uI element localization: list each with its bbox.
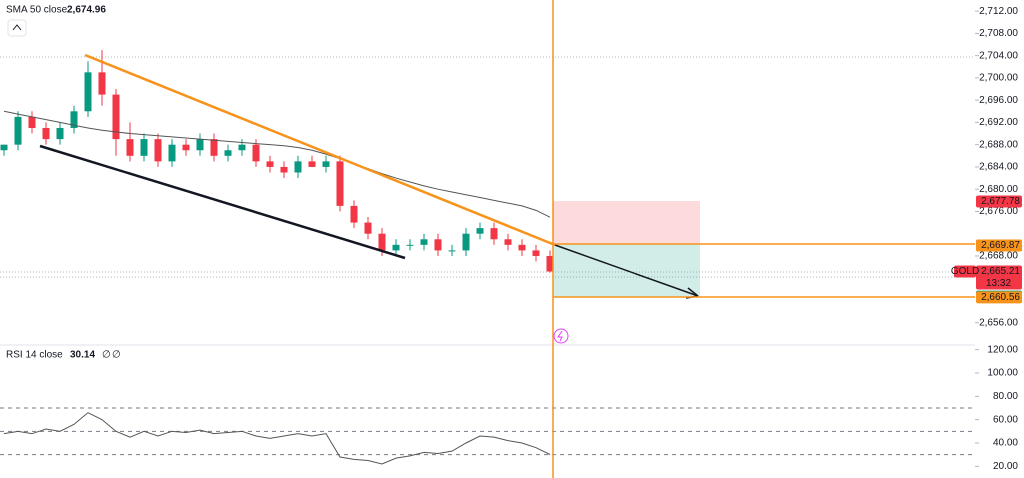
- y-tick-label: 2,708.00: [979, 28, 1018, 39]
- candle-body: [420, 239, 428, 245]
- y-tick-label: 2,696.00: [979, 95, 1018, 106]
- y-tick-label: 80.00: [993, 391, 1018, 402]
- candle-body: [434, 239, 442, 251]
- y-tick-label: 100.00: [987, 368, 1018, 379]
- sma-line: [3, 110, 551, 218]
- y-tick-label: 2,704.00: [979, 50, 1018, 61]
- y-tick-label: 2,700.00: [979, 73, 1018, 84]
- price-badge-timer: 13:32: [986, 278, 1011, 289]
- candle-body: [280, 166, 288, 173]
- price-badge-label: 2,677.78: [981, 196, 1020, 207]
- candle-body: [168, 144, 176, 162]
- collapse-icon: [12, 24, 22, 31]
- candle-body: [378, 233, 386, 251]
- y-tick-label: 2,668.00: [979, 251, 1018, 262]
- candle-body: [266, 161, 274, 167]
- candle-body: [392, 244, 400, 251]
- candle-body: [476, 228, 484, 234]
- event-icon[interactable]: [553, 328, 569, 344]
- y-tick-label: 60.00: [993, 414, 1018, 425]
- price-badge-label: 2,660.56: [981, 292, 1020, 303]
- y-tick-label: 2,692.00: [979, 117, 1018, 128]
- candle-body: [490, 228, 498, 240]
- collapse-button[interactable]: [7, 19, 27, 37]
- y-tick-label: 2,680.00: [979, 184, 1018, 195]
- candle-body: [28, 116, 36, 128]
- legend-title: RSI 14 close: [6, 350, 63, 361]
- candle-body: [42, 127, 50, 140]
- candle-body: [140, 139, 148, 156]
- candle-body: [504, 239, 512, 245]
- y-tick-label: 2,684.00: [979, 162, 1018, 173]
- legend-extra: ∅: [102, 350, 111, 361]
- candle-body: [196, 139, 204, 151]
- trendline: [39, 144, 406, 260]
- legend-extra: ∅: [112, 350, 121, 361]
- candle-body: [406, 244, 414, 246]
- price-badge-label: 2,669.87: [981, 240, 1020, 251]
- candle-body: [56, 127, 64, 140]
- candle-body: [126, 139, 134, 156]
- candle-body: [308, 161, 316, 167]
- candle-body: [238, 144, 246, 151]
- legend-value: 2,674.96: [67, 5, 106, 16]
- candle-body: [252, 144, 260, 162]
- y-tick-label: 2,712.00: [979, 6, 1018, 17]
- candle-body: [350, 205, 358, 223]
- candle-body: [532, 250, 540, 256]
- candle-body: [154, 139, 162, 162]
- price-badge-label: 2,665.21: [981, 266, 1020, 277]
- legend-value: 30.14: [70, 350, 95, 361]
- price-badge: [976, 265, 1022, 290]
- candle-body: [70, 111, 78, 128]
- candle-body: [14, 116, 22, 145]
- candle-body: [462, 233, 470, 251]
- candle-body: [364, 222, 372, 234]
- candle-body: [210, 139, 218, 156]
- candle-body: [448, 250, 456, 252]
- event-icon-glyph: [557, 330, 563, 342]
- rsi-line: [3, 412, 551, 465]
- candle-body: [182, 144, 190, 151]
- candle-body: [546, 255, 554, 272]
- y-tick-label: 120.00: [987, 344, 1018, 355]
- candle-body: [336, 161, 344, 206]
- candle-body: [322, 161, 330, 167]
- candle-body: [518, 244, 526, 251]
- y-tick-label: 2,656.00: [979, 317, 1018, 328]
- price-badge: [976, 195, 1022, 208]
- candle-body: [224, 150, 232, 156]
- legend-title: SMA 50 close: [6, 5, 68, 16]
- candle-body: [0, 144, 8, 151]
- candle-body: [98, 72, 106, 95]
- y-tick-label: 40.00: [993, 438, 1018, 449]
- candle-body: [112, 94, 120, 140]
- price-badge: [976, 239, 1022, 252]
- stop-zone: [553, 201, 700, 244]
- symbol-label: GOLD: [951, 266, 979, 277]
- y-tick-label: 20.00: [993, 461, 1018, 472]
- arrow: [554, 244, 699, 297]
- price-badge: [976, 291, 1022, 304]
- candle-body: [294, 161, 302, 173]
- symbol-badge: [954, 265, 976, 278]
- y-tick-label: 2,688.00: [979, 139, 1018, 150]
- candle-body: [84, 72, 92, 112]
- trendline: [84, 53, 556, 247]
- y-tick-label: 2,676.00: [979, 206, 1018, 217]
